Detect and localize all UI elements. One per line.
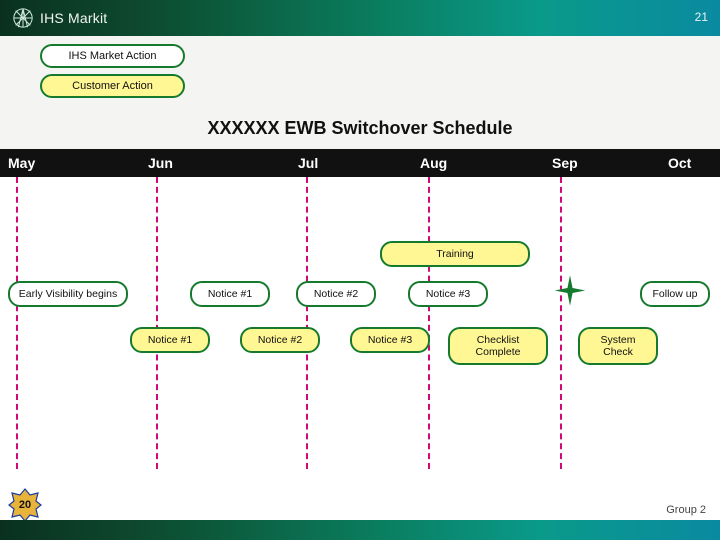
- page-number: 21: [695, 10, 708, 24]
- badge-20-label: 20: [19, 499, 31, 511]
- pill-training: Training: [380, 241, 530, 267]
- timeline-month-jun: Jun: [148, 155, 173, 171]
- timeline-month-aug: Aug: [420, 155, 447, 171]
- slide-title: XXXXXX EWB Switchover Schedule: [0, 112, 720, 149]
- footer-group-label: Group 2: [666, 504, 706, 516]
- month-divider: [306, 177, 308, 469]
- month-divider: [428, 177, 430, 469]
- timeline-month-jul: Jul: [298, 155, 318, 171]
- brand-logo-icon: [12, 7, 34, 29]
- month-divider: [16, 177, 18, 469]
- badge-20: 20: [8, 488, 42, 522]
- pill-notice1-ihs: Notice #1: [190, 281, 270, 307]
- month-divider: [156, 177, 158, 469]
- pill-early-vis: Early Visibility begins: [8, 281, 128, 307]
- pill-checklist: Checklist Complete: [448, 327, 548, 365]
- schedule-canvas: TrainingEarly Visibility beginsNotice #1…: [0, 177, 720, 469]
- pill-notice2-ihs: Notice #2: [296, 281, 376, 307]
- brand-text: IHS Markit: [40, 10, 107, 26]
- timeline-month-may: May: [8, 155, 35, 171]
- milestone-star-icon: [553, 274, 587, 313]
- month-divider: [560, 177, 562, 469]
- pill-notice3-cust: Notice #3: [350, 327, 430, 353]
- timeline-month-oct: Oct: [668, 155, 691, 171]
- footer-bar: [0, 520, 720, 540]
- legend-customer-action: Customer Action: [40, 74, 185, 98]
- legend-ihs-action: IHS Market Action: [40, 44, 185, 68]
- timeline-bar: May Jun Jul Aug Sep Oct: [0, 149, 720, 177]
- legend-area: IHS Market Action Customer Action: [0, 36, 720, 112]
- header-bar: IHS Markit 21: [0, 0, 720, 36]
- pill-syscheck: System Check: [578, 327, 658, 365]
- timeline-month-sep: Sep: [552, 155, 578, 171]
- pill-notice1-cust: Notice #1: [130, 327, 210, 353]
- pill-notice2-cust: Notice #2: [240, 327, 320, 353]
- pill-followup: Follow up: [640, 281, 710, 307]
- pill-notice3-ihs: Notice #3: [408, 281, 488, 307]
